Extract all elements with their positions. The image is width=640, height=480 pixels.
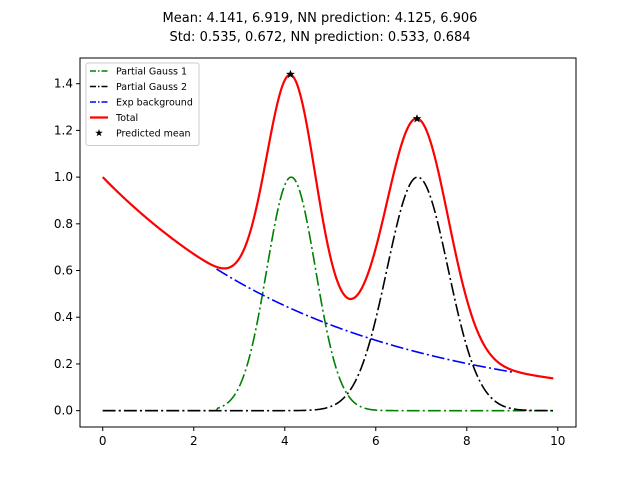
y-tick-label: 1.4 bbox=[54, 77, 73, 91]
legend-label: Partial Gauss 2 bbox=[116, 82, 187, 93]
axes: 0 2 4 6 8 10 0.0 0.2 0.4 0.6 0.8 1.0 1.2 1.4 bbox=[54, 57, 577, 448]
y-tick-label: 0.0 bbox=[54, 404, 73, 418]
series-line-partial-gauss-2 bbox=[102, 176, 554, 412]
y-tick-label: 0.4 bbox=[54, 310, 73, 324]
series-group bbox=[101, 73, 554, 412]
predicted-mean-marker-1 bbox=[286, 69, 295, 79]
legend-label: Exp background bbox=[116, 98, 193, 109]
chart-title-line-1: Mean: 4.141, 6.919, NN prediction: 4.125… bbox=[162, 11, 478, 26]
y-tick-label: 0.6 bbox=[54, 264, 73, 278]
y-tick-label: 0.2 bbox=[54, 357, 73, 371]
y-tick-label: 1.0 bbox=[54, 170, 73, 184]
legend-label: Partial Gauss 1 bbox=[116, 67, 187, 78]
legend-box bbox=[85, 62, 200, 146]
chart-title-line-2: Std: 0.535, 0.672, NN prediction: 0.533,… bbox=[169, 30, 471, 45]
x-tick-label: 10 bbox=[550, 434, 565, 448]
series-line-total bbox=[101, 73, 554, 380]
series-line-partial-gauss-1 bbox=[102, 176, 554, 412]
x-tick-label: 2 bbox=[190, 434, 198, 448]
plot-frame bbox=[79, 57, 577, 428]
x-tick-label: 4 bbox=[281, 434, 289, 448]
x-tick-label: 6 bbox=[372, 434, 380, 448]
series-line-exp-background bbox=[216, 268, 513, 373]
plot-area bbox=[101, 69, 554, 412]
legend-label: Total bbox=[115, 113, 138, 124]
legend-label: Predicted mean bbox=[116, 129, 191, 140]
y-tick-label: 1.2 bbox=[54, 123, 73, 137]
y-tick-label: 0.8 bbox=[54, 217, 73, 231]
x-tick-label: 8 bbox=[463, 434, 471, 448]
legend-marker-predicted-mean bbox=[95, 129, 103, 137]
predicted-mean-marker-2 bbox=[412, 114, 422, 123]
legend: Partial Gauss 1 Partial Gauss 2 Exp backgr… bbox=[85, 62, 200, 146]
x-tick-label: 0 bbox=[99, 434, 107, 448]
